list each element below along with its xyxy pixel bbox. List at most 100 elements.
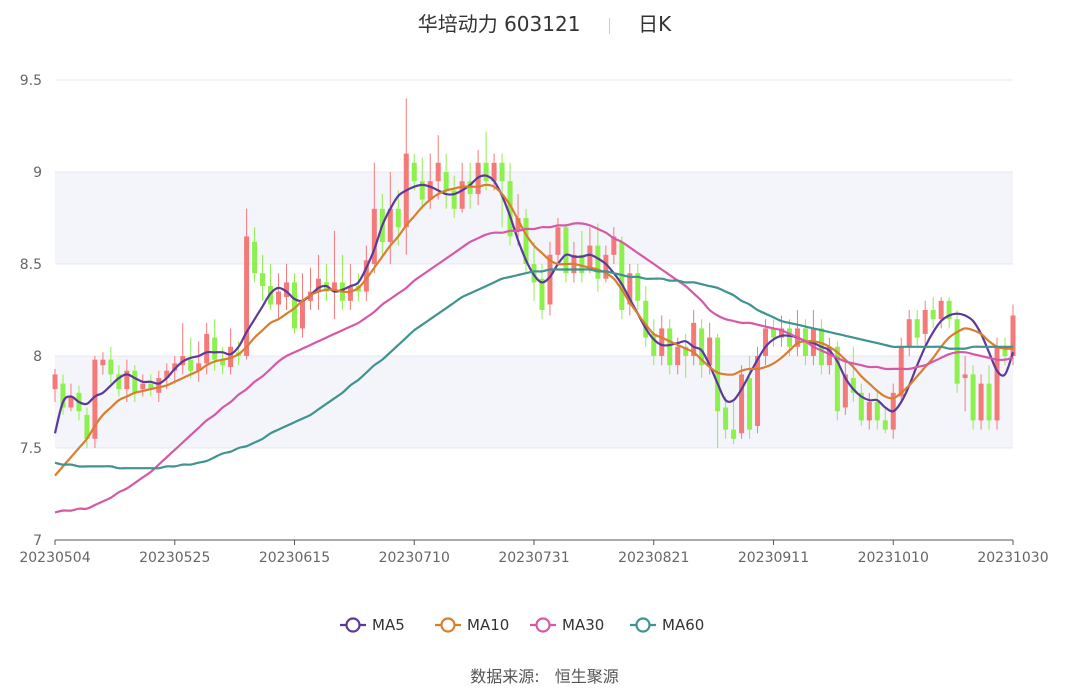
candle	[587, 227, 593, 274]
legend-item-ma10[interactable]: MA10	[435, 616, 509, 634]
x-tick-label: 20230525	[139, 550, 210, 566]
stock-name: 华培动力 603121	[417, 12, 581, 36]
candle-body	[691, 322, 697, 356]
candle	[284, 264, 290, 310]
candle-body	[276, 291, 282, 305]
candle-body	[906, 319, 912, 347]
candle	[994, 337, 1000, 430]
candle-body	[124, 370, 130, 390]
candle-body	[260, 273, 266, 287]
candle-body	[419, 181, 425, 200]
candle	[874, 389, 880, 430]
candle-body	[962, 374, 968, 379]
y-tick-label: 8	[33, 349, 42, 365]
candle-body	[563, 227, 569, 274]
candle	[323, 264, 329, 301]
candle-body	[874, 402, 880, 421]
candle-body	[212, 337, 218, 360]
candle-body	[659, 328, 665, 356]
legend: MA5 MA10 MA30 MA60	[340, 616, 704, 634]
candle	[834, 341, 840, 421]
candle-body	[507, 181, 513, 237]
candle-body	[699, 328, 705, 366]
x-tick-label: 20230504	[19, 550, 90, 566]
candle	[842, 359, 848, 415]
candle-body	[331, 282, 337, 292]
candle	[563, 223, 569, 283]
candle-body	[148, 383, 154, 390]
candle	[268, 264, 274, 310]
candle	[100, 352, 106, 375]
candle-body	[140, 383, 146, 390]
series-line-ma30	[54, 222, 1014, 514]
candle-body	[244, 236, 250, 356]
candle	[691, 310, 697, 366]
candle	[299, 273, 305, 338]
candle-body	[387, 208, 393, 242]
candle-body	[292, 282, 297, 329]
legend-label: MA5	[372, 616, 405, 634]
candle	[906, 310, 912, 356]
x-tick-label: 20230731	[498, 550, 569, 566]
candle-body	[651, 333, 657, 356]
candle	[52, 368, 58, 402]
candle	[667, 319, 673, 375]
candle-body	[411, 162, 417, 182]
candle	[419, 157, 425, 209]
candle-body	[842, 374, 848, 408]
candle-body	[747, 378, 753, 430]
candle	[292, 273, 297, 334]
candle	[108, 346, 114, 384]
candle-body	[443, 172, 449, 191]
legend-item-ma60[interactable]: MA60	[630, 616, 704, 634]
candle-body	[763, 328, 769, 356]
candle-body	[627, 273, 633, 305]
candle-body	[1002, 346, 1008, 356]
candle	[491, 153, 497, 191]
candle-body	[683, 346, 689, 356]
x-tick-label: 20231010	[858, 550, 929, 566]
candle-body	[451, 190, 457, 209]
candle-body	[786, 328, 792, 347]
candle-body	[922, 310, 928, 334]
candle	[882, 407, 888, 434]
candle-body	[970, 374, 976, 421]
legend-marker-icon	[440, 617, 456, 633]
candle	[635, 264, 641, 310]
candle	[92, 356, 98, 448]
candle-body	[68, 396, 74, 408]
candle-body	[579, 254, 585, 274]
candle	[124, 359, 130, 402]
candle	[443, 153, 449, 209]
y-tick-label: 8.5	[20, 257, 42, 273]
candle-body	[371, 208, 377, 264]
candle-body	[643, 300, 649, 338]
candle-body	[930, 310, 936, 320]
candle-body	[723, 407, 729, 430]
candle-body	[491, 162, 497, 182]
candle-body	[946, 300, 952, 320]
candle	[252, 227, 258, 283]
candle-body	[595, 245, 601, 279]
candle-body	[92, 359, 98, 439]
candle-body	[188, 359, 194, 371]
candle-body	[539, 278, 545, 310]
y-axis: 7 7.5 8 8.5 9 9.5	[20, 73, 1013, 549]
legend-item-ma5[interactable]: MA5	[340, 616, 405, 634]
candle-body	[611, 236, 617, 255]
candle-body	[268, 286, 274, 305]
candle-body	[938, 300, 944, 320]
candle-body	[771, 328, 776, 338]
candle-body	[898, 346, 904, 397]
candle-body	[850, 378, 856, 393]
source-label: 数据来源:	[470, 667, 540, 686]
candle-body	[132, 370, 138, 393]
candle-body	[978, 383, 984, 421]
candle	[387, 172, 393, 264]
candle	[739, 365, 745, 439]
candle-body	[52, 374, 58, 390]
candle-body	[395, 208, 401, 228]
candle-body	[284, 282, 290, 298]
candle-body	[587, 245, 593, 268]
legend-item-ma30[interactable]: MA30	[530, 616, 604, 634]
